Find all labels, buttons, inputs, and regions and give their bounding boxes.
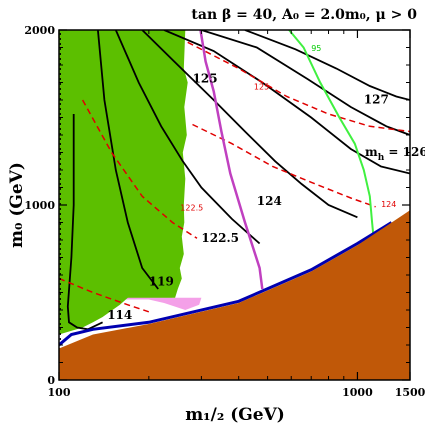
plot-area [59,30,410,380]
green-region [59,30,188,335]
green-line [288,30,375,235]
annotation-125: 125 [193,72,218,86]
mh-contour-solid-124 [141,30,358,219]
x-tick-label-1500: 1500 [395,386,425,399]
x-tick-label-1000: 1000 [342,386,373,399]
mh-contour-dashed-124 [192,123,376,208]
annotation-124: 124 [257,194,282,208]
annotation-127: 127 [364,93,389,107]
y-tick-label-2000: 2000 [24,24,55,37]
y-tick-label-0: 0 [47,374,55,387]
y-axis-label: m₀ (GeV) [7,162,27,248]
mh-contour-dashed-122.5 [81,99,198,239]
mh-contour-solid-122.5 [114,30,261,245]
mh-contour-solid-127 [244,30,410,101]
annotation-95: 95 [311,44,321,53]
mh-contour-solid-125 [163,30,410,175]
annotation-122.5: 122.5 [180,203,203,212]
annotation-114: 114 [107,308,132,322]
annotation-122.5: 122.5 [201,231,239,245]
x-tick-label-100: 100 [48,386,71,399]
mh-contour-solid-126 [201,30,410,136]
annotation-124: 124 [381,200,396,209]
y-tick-label-1000: 1000 [24,199,55,212]
mh-contour-solid-119 [97,30,159,290]
chart-title: tan β = 40, A₀ = 2.0m₀, μ > 0 [191,7,417,23]
blue-strip [59,221,393,347]
mh-contour-dashed-125 [187,41,410,133]
x-axis-label: m₁/₂ (GeV) [185,405,285,425]
mh-contour-solid-114 [66,114,103,331]
mh-contour-dashed-0 [59,277,150,313]
brown-region [59,210,410,380]
annotation-m-h---126-GeV: mh = 126 GeV [365,145,425,163]
magenta-line [199,30,264,290]
annotation-125: 125 [254,83,269,92]
annotation-119: 119 [149,275,174,289]
